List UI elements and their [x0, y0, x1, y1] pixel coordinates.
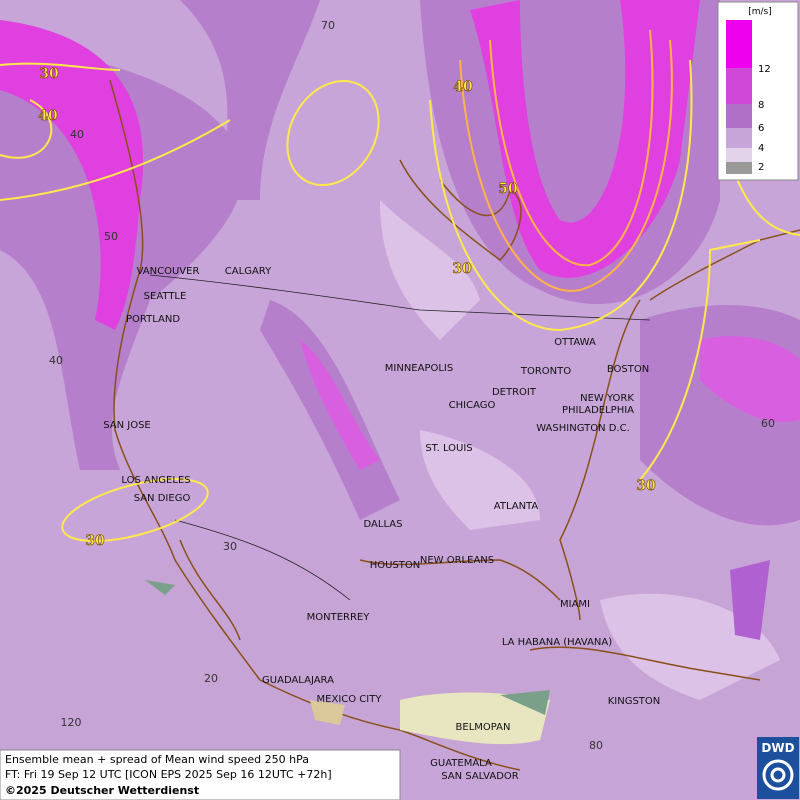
footer: Ensemble mean + spread of Mean wind spee… [0, 749, 401, 800]
city-label: NEW ORLEANS [420, 555, 494, 566]
footer-line: FT: Fri 19 Sep 12 UTC [ICON EPS 2025 Sep… [5, 768, 332, 781]
contour-label: 40 [453, 79, 473, 95]
city-label: BELMOPAN [456, 722, 511, 733]
contour-label: 30 [85, 533, 105, 549]
footer-line: ©2025 Deutscher Wetterdienst [5, 784, 199, 797]
grid-label: 60 [761, 417, 775, 430]
city-label: CHICAGO [449, 400, 496, 411]
city-label: LOS ANGELES [121, 475, 190, 486]
city-label: LA HABANA (HAVANA) [502, 637, 612, 648]
grid-label: 40 [49, 354, 63, 367]
city-label: OTTAWA [554, 337, 596, 348]
logo: DWD [757, 737, 799, 799]
city-label: PHILADELPHIA [562, 405, 634, 416]
coastlines [109, 79, 800, 771]
city-label: MINNEAPOLIS [385, 363, 453, 374]
contour-label: 40 [38, 108, 58, 124]
city-label: TORONTO [520, 366, 571, 377]
city-label: NEW YORK [580, 393, 634, 404]
city-label: BOSTON [607, 364, 649, 375]
city-label: HOUSTON [370, 560, 421, 571]
city-label: SAN JOSE [103, 420, 151, 431]
grid-label: 80 [589, 739, 603, 752]
legend-unit: [m/s] [748, 7, 772, 17]
grid-label: 50 [104, 230, 118, 243]
contour-label: 30 [636, 478, 656, 494]
city-labels: VANCOUVER CALGARY SEATTLE PORTLAND MINNEAPOL… [103, 266, 660, 782]
grid-label: 40 [70, 128, 84, 141]
grid-label: 20 [204, 672, 218, 685]
footer-line: Ensemble mean + spread of Mean wind spee… [5, 753, 309, 766]
legend-level: 2 [758, 162, 764, 173]
wind-fields [0, 0, 800, 700]
grid-label: 120 [61, 716, 82, 729]
city-label: PORTLAND [126, 314, 180, 325]
contour-labels: 30 40 40 50 30 30 30 [38, 66, 656, 550]
terrain [145, 580, 550, 745]
city-label: WASHINGTON D.C. [536, 423, 630, 434]
city-label: ATLANTA [494, 501, 539, 512]
city-label: MIAMI [560, 599, 590, 610]
city-label: SAN DIEGO [134, 493, 191, 504]
legend: [m/s] 12 8 6 4 2 [717, 1, 799, 181]
contour-label: 30 [39, 66, 59, 82]
legend-level: 8 [758, 100, 764, 111]
legend-level: 12 [758, 64, 771, 75]
legend-level: 4 [758, 143, 764, 154]
city-label: GUADALAJARA [262, 675, 334, 686]
city-label: DETROIT [492, 387, 537, 398]
contour-label: 50 [498, 181, 518, 197]
logo-text: DWD [761, 741, 794, 755]
city-label: KINGSTON [608, 696, 661, 707]
city-label: GUATEMALA [430, 758, 492, 769]
grid-label: 30 [223, 540, 237, 553]
legend-level: 6 [758, 123, 764, 134]
contour-label: 30 [452, 261, 472, 277]
border [149, 274, 651, 321]
city-label: SEATTLE [144, 291, 187, 302]
city-label: VANCOUVER [137, 266, 200, 277]
city-label: ST. LOUIS [425, 443, 472, 454]
border [174, 519, 351, 601]
grid-labels: 70 40 50 40 30 20 120 60 80 [49, 19, 775, 752]
city-label: SAN SALVADOR [441, 771, 518, 782]
city-label: MEXICO CITY [317, 694, 383, 705]
grid-label: 70 [321, 19, 335, 32]
city-label: CALGARY [225, 266, 272, 277]
city-label: MONTERREY [307, 612, 371, 623]
city-label: DALLAS [364, 519, 403, 530]
